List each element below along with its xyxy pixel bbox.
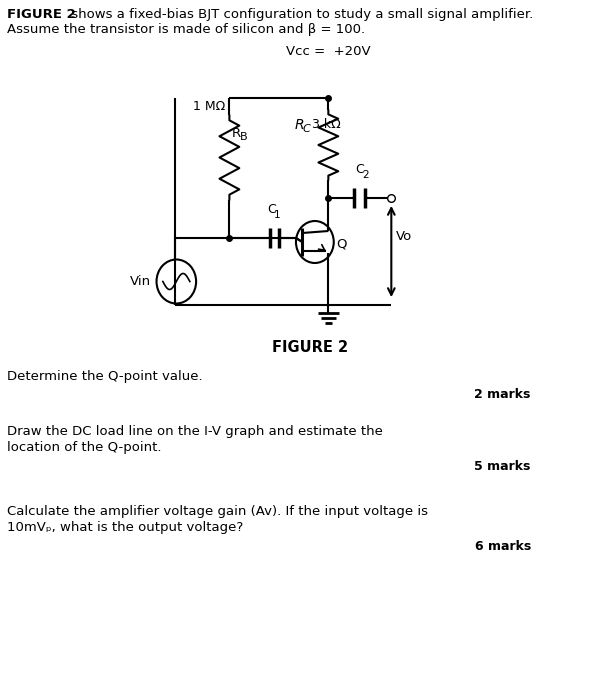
Text: Determine the Q-point value.: Determine the Q-point value.	[7, 370, 203, 383]
Text: C: C	[267, 203, 276, 216]
Text: 2 marks: 2 marks	[474, 388, 531, 401]
Text: B: B	[240, 132, 248, 142]
Text: Q: Q	[337, 237, 347, 250]
Text: 3 kΩ: 3 kΩ	[312, 118, 341, 131]
Text: Assume the transistor is made of silicon and β = 100.: Assume the transistor is made of silicon…	[7, 23, 365, 36]
Text: location of the Q-point.: location of the Q-point.	[7, 441, 162, 454]
Text: Calculate the amplifier voltage gain (Av). If the input voltage is: Calculate the amplifier voltage gain (Av…	[7, 505, 428, 518]
Text: 1: 1	[274, 210, 280, 220]
Text: 10mVₚ, what is the output voltage?: 10mVₚ, what is the output voltage?	[7, 521, 243, 534]
Text: R: R	[232, 127, 241, 140]
Text: 1 MΩ: 1 MΩ	[193, 100, 225, 113]
Text: C: C	[355, 163, 364, 176]
Text: C: C	[302, 124, 310, 134]
Text: FIGURE 2: FIGURE 2	[7, 8, 76, 21]
Text: Vin: Vin	[130, 275, 151, 288]
Text: FIGURE 2: FIGURE 2	[273, 340, 349, 355]
Text: shows a fixed-bias BJT configuration to study a small signal amplifier.: shows a fixed-bias BJT configuration to …	[68, 8, 534, 21]
Text: Vo: Vo	[396, 230, 412, 243]
Text: Vcc =  +20V: Vcc = +20V	[286, 45, 371, 58]
Text: Draw the DC load line on the I-V graph and estimate the: Draw the DC load line on the I-V graph a…	[7, 425, 383, 438]
Text: 6 marks: 6 marks	[474, 540, 531, 553]
Text: 2: 2	[362, 170, 369, 180]
Text: 5 marks: 5 marks	[474, 460, 531, 473]
Text: R: R	[294, 118, 304, 132]
